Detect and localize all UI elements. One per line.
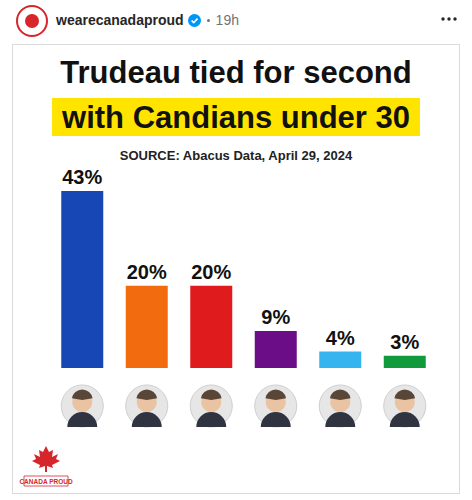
- svg-text:with Candians under 30: with Candians under 30: [61, 100, 410, 135]
- html-text:wearecanadaproud: wearecanadaproud: [56, 12, 184, 28]
- html-text:19h: 19h: [215, 12, 239, 28]
- svg-text:Trudeau tied for second: Trudeau tied for second: [60, 55, 411, 90]
- svg-text:9%: 9%: [261, 306, 290, 328]
- svg-text:20%: 20%: [127, 261, 167, 283]
- svg-text:43%: 43%: [62, 166, 102, 188]
- svg-text:4%: 4%: [326, 327, 355, 349]
- svg-text:CANADA PROUD: CANADA PROUD: [19, 478, 73, 485]
- svg-text:20%: 20%: [191, 261, 231, 283]
- svg-text:SOURCE: Abacus Data, April 29,: SOURCE: Abacus Data, April 29, 2024: [120, 148, 353, 163]
- svg-text:3%: 3%: [390, 331, 419, 353]
